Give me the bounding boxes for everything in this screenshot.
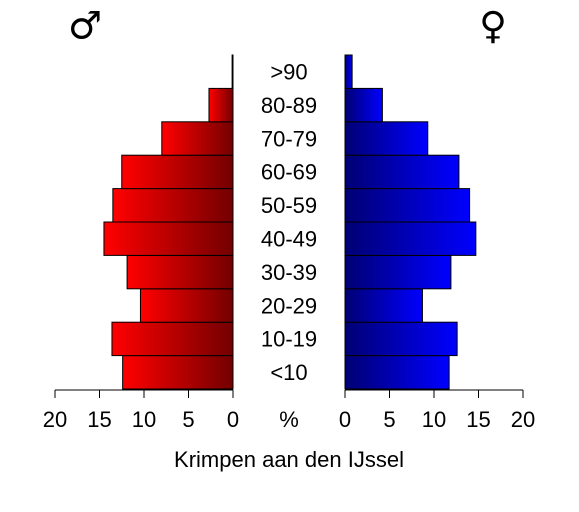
- bar: [344, 321, 458, 357]
- bar: [139, 288, 234, 323]
- bar: [344, 221, 477, 256]
- bar: [112, 188, 234, 223]
- bar: [126, 254, 234, 290]
- legend-male: ♂: [68, 4, 102, 48]
- bar: [344, 355, 450, 390]
- bar: [344, 188, 471, 223]
- category-label: 70-79: [261, 126, 317, 151]
- category-label: <10: [270, 360, 307, 385]
- bar: [161, 121, 234, 156]
- bar: [344, 121, 429, 156]
- category-label: >90: [270, 60, 307, 85]
- x-tick-label: 10: [422, 407, 446, 432]
- category-label: 20-29: [261, 293, 317, 318]
- category-label: 30-39: [261, 260, 317, 285]
- bar: [208, 87, 234, 123]
- x-tick-label: 15: [87, 407, 111, 432]
- bar: [344, 54, 353, 89]
- legend-female: ♀: [479, 4, 507, 48]
- x-tick-label: 5: [383, 407, 395, 432]
- bar: [121, 154, 234, 190]
- bar: [344, 154, 460, 190]
- category-label: 40-49: [261, 227, 317, 252]
- x-tick-label: 0: [339, 407, 351, 432]
- bar: [122, 355, 234, 390]
- bar: [231, 54, 234, 89]
- x-tick-label: 5: [182, 407, 194, 432]
- bar: [344, 288, 423, 323]
- category-label: 10-19: [261, 327, 317, 352]
- category-label: 50-59: [261, 193, 317, 218]
- category-label: 80-89: [261, 93, 317, 118]
- x-tick-label: 0: [227, 407, 239, 432]
- chart-title: Krimpen aan den IJssel: [174, 447, 404, 472]
- x-tick-label: 15: [466, 407, 490, 432]
- bar: [103, 221, 234, 256]
- x-tick-label: 20: [43, 407, 67, 432]
- x-tick-label: 10: [132, 407, 156, 432]
- bar: [111, 321, 234, 357]
- x-tick-label: 20: [511, 407, 535, 432]
- bar: [344, 254, 452, 290]
- category-label: 60-69: [261, 160, 317, 185]
- x-axis-label: %: [279, 407, 299, 432]
- bar: [344, 87, 383, 123]
